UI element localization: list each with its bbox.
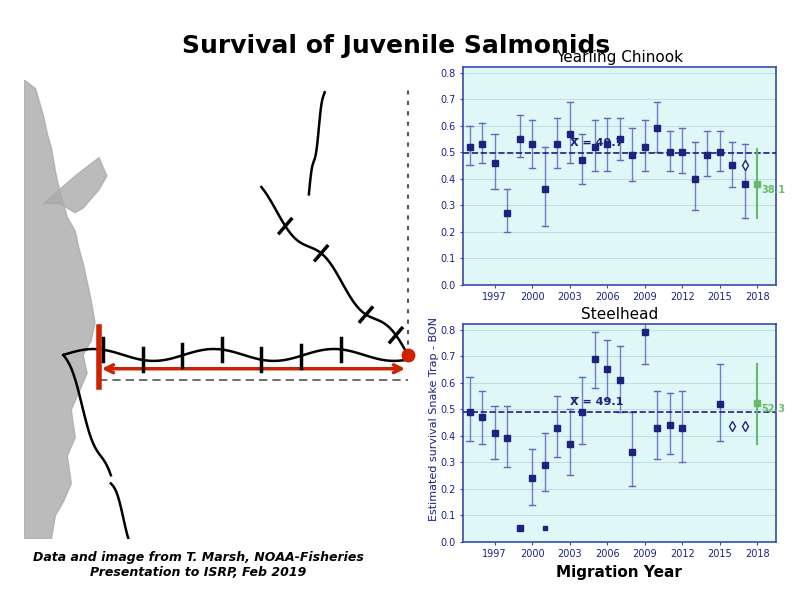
Text: 38.1: 38.1	[761, 185, 786, 195]
Text: Data and image from T. Marsh, NOAA-Fisheries
Presentation to ISRP, Feb 2019: Data and image from T. Marsh, NOAA-Fishe…	[32, 551, 364, 579]
Text: 52.3: 52.3	[761, 405, 785, 414]
Polygon shape	[24, 80, 95, 539]
Title: Steelhead: Steelhead	[581, 307, 658, 322]
Text: Migration Year: Migration Year	[557, 565, 682, 580]
Text: X̅ = 49.7: X̅ = 49.7	[569, 138, 623, 148]
Text: Estimated survival Snake Trap - BON: Estimated survival Snake Trap - BON	[429, 317, 439, 521]
Text: X̅ = 49.1: X̅ = 49.1	[569, 397, 623, 407]
Title: Yearling Chinook: Yearling Chinook	[556, 50, 683, 65]
Text: Survival of Juvenile Salmonids: Survival of Juvenile Salmonids	[182, 34, 610, 58]
Polygon shape	[44, 158, 107, 213]
